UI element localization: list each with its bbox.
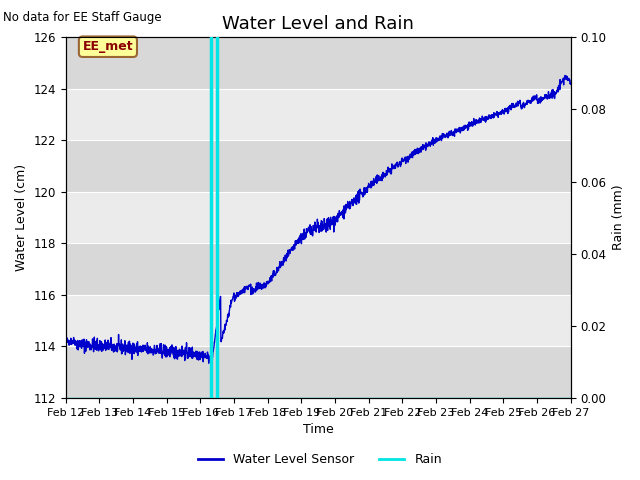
Bar [66,89,571,140]
Y-axis label: Water Level (cm): Water Level (cm) [15,164,28,271]
Bar [66,140,571,192]
Text: No data for EE Staff Gauge: No data for EE Staff Gauge [3,11,162,24]
Bar [66,37,571,89]
Bar [66,295,571,347]
Text: EE_met: EE_met [83,40,133,53]
Bar [66,243,571,295]
Title: Water Level and Rain: Water Level and Rain [222,15,414,33]
Bar [66,347,571,398]
X-axis label: Time: Time [303,423,333,436]
Bar [66,192,571,243]
Legend: Water Level Sensor, Rain: Water Level Sensor, Rain [193,448,447,471]
Y-axis label: Rain (mm): Rain (mm) [612,185,625,251]
